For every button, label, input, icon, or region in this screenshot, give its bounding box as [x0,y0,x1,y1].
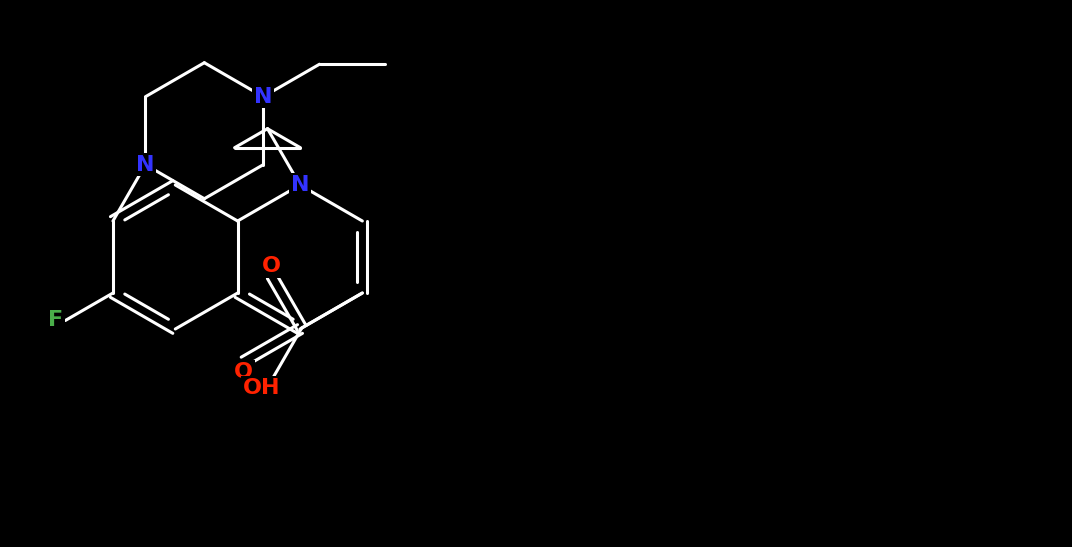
Text: O: O [263,256,281,276]
Text: N: N [136,155,154,174]
Text: O: O [234,362,253,381]
Text: F: F [48,311,63,330]
Text: N: N [291,175,309,195]
Text: N: N [254,87,272,107]
Text: OH: OH [243,378,281,398]
